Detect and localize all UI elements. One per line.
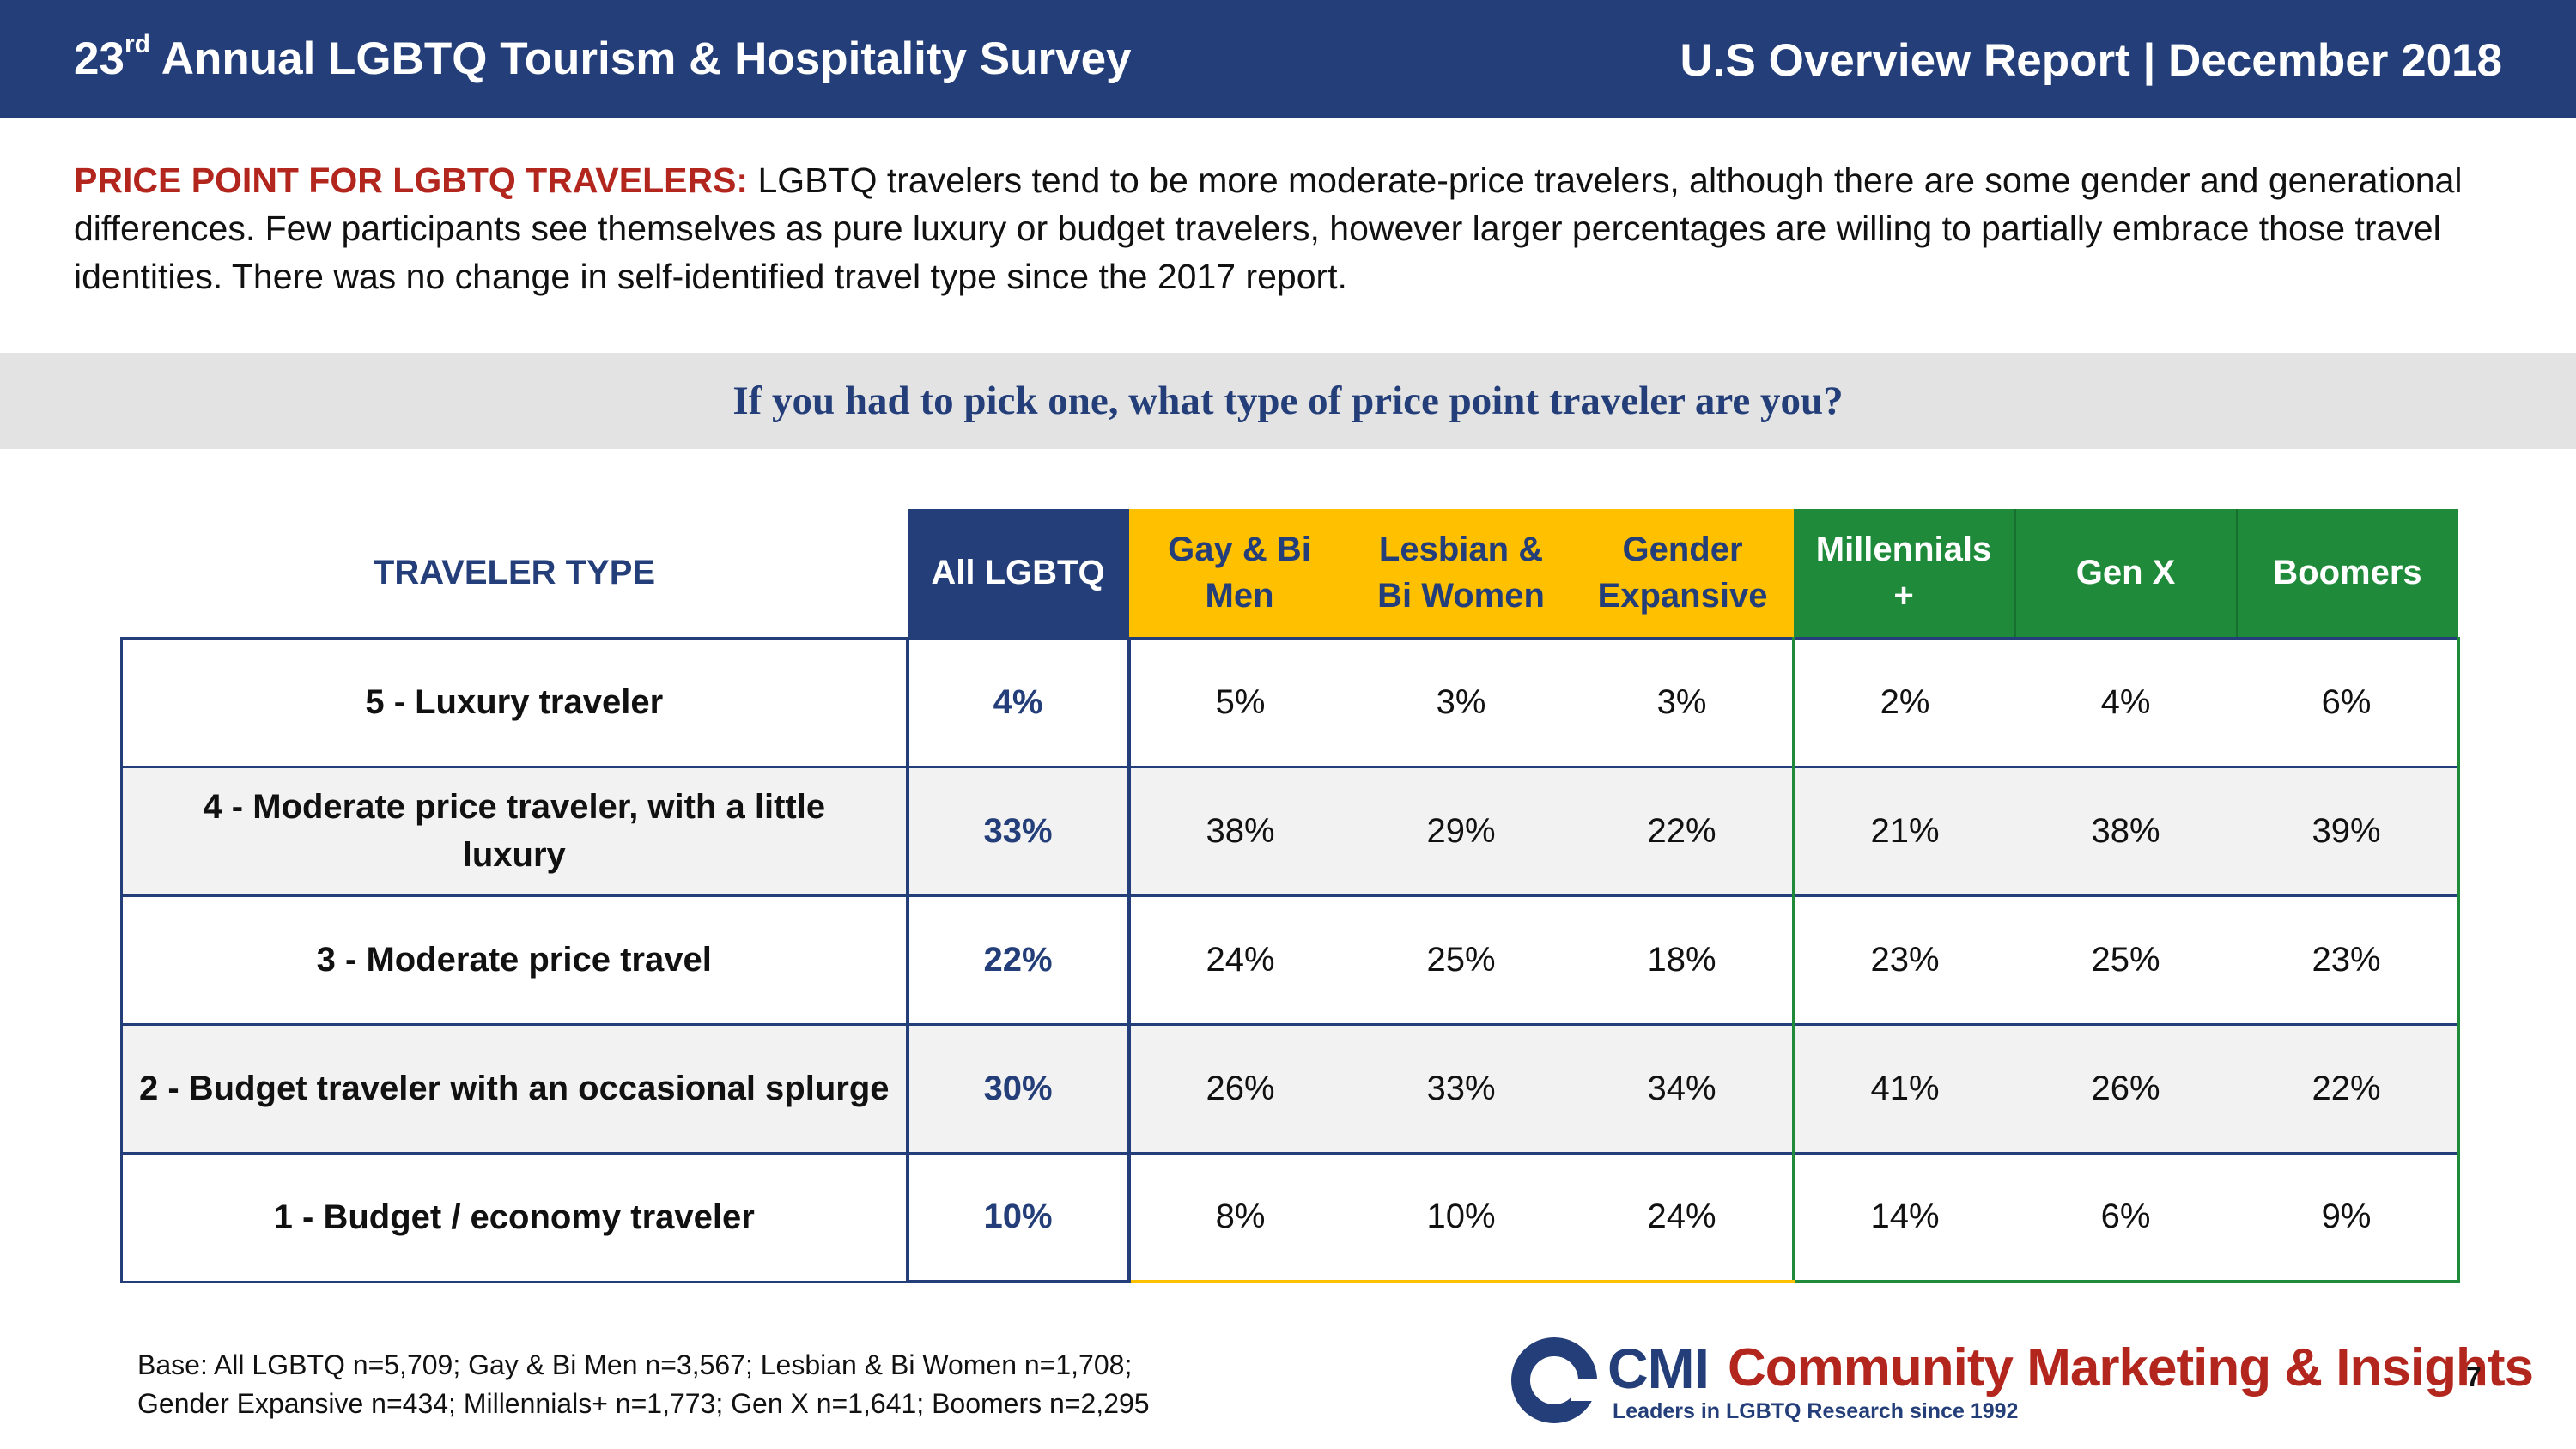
cell-boomers: 9% [2236, 1151, 2460, 1283]
cell-millennials: 23% [1791, 894, 2015, 1024]
cell-boomers: 23% [2236, 894, 2460, 1024]
header-gay-bi-men: Gay & Bi Men [1128, 509, 1351, 638]
header-line: Bi Women [1377, 577, 1545, 615]
header-all-lgbtq: All LGBTQ [907, 509, 1129, 638]
cell-all-lgbtq: 33% [905, 765, 1131, 895]
cell-gender-expansive: 22% [1571, 765, 1794, 895]
header-row: TRAVELER TYPE All LGBTQ Gay & Bi Men Lesb… [121, 509, 2458, 638]
header-line: Gender [1622, 530, 1743, 569]
results-table: TRAVELER TYPE All LGBTQ Gay & Bi Men Lesb… [120, 509, 2460, 1283]
intro-paragraph: PRICE POINT FOR LGBTQ TRAVELERS: LGBTQ t… [74, 156, 2504, 300]
cell-lesbian-bi-women: 3% [1350, 636, 1572, 767]
table-row: 1 - Budget / economy traveler 10% 8% 10%… [120, 1151, 2460, 1283]
cmi-logo: CMI Community Marketing & Insights Leade… [1511, 1336, 2534, 1430]
cmi-ring-icon [1511, 1337, 1601, 1423]
header-gen-x: Gen X [2014, 509, 2237, 638]
page-number: 7 [2466, 1361, 2482, 1392]
cell-all-lgbtq: 10% [905, 1151, 1131, 1283]
cell-gay-bi-men: 38% [1128, 765, 1351, 895]
cell-all-lgbtq: 30% [905, 1022, 1131, 1153]
header-line: Gay & Bi [1168, 530, 1311, 569]
header-line: Millennials [1815, 530, 1992, 569]
row-label: 2 - Budget traveler with an occasional s… [138, 1070, 890, 1107]
header-lesbian-bi-women: Lesbian & Bi Women [1350, 509, 1572, 638]
logo-cmi-text: CMI [1607, 1337, 1710, 1400]
cell-gen-x: 38% [2014, 765, 2237, 895]
cell-all-lgbtq: 4% [905, 636, 1131, 767]
cell-millennials: 21% [1791, 765, 2015, 895]
table-row: 2 - Budget traveler with an occasional s… [120, 1022, 2460, 1153]
row-traveler-type: 1 - Budget / economy traveler [120, 1151, 908, 1283]
row-traveler-type: 3 - Moderate price travel [120, 894, 908, 1024]
title-ordinal: rd [124, 30, 150, 59]
base-note-line: Gender Expansive n=434; Millennials+ n=1… [137, 1388, 1150, 1419]
logo-company-name: Community Marketing & Insights [1728, 1338, 2534, 1397]
cell-lesbian-bi-women: 33% [1350, 1022, 1572, 1153]
intro-lead: PRICE POINT FOR LGBTQ TRAVELERS: [74, 161, 749, 200]
intro-body: LGBTQ travelers tend to be more moderate… [74, 161, 2463, 296]
cell-gay-bi-men: 26% [1128, 1022, 1351, 1153]
header-line: Men [1205, 577, 1274, 615]
header-millennials: Millennials + [1793, 509, 2015, 638]
row-label: 1 - Budget / economy traveler [273, 1198, 755, 1236]
cell-millennials: 41% [1791, 1022, 2015, 1153]
report-label: U.S Overview Report | December 2018 [1680, 35, 2503, 86]
cell-gay-bi-men: 24% [1128, 894, 1351, 1024]
survey-title: 23rd Annual LGBTQ Tourism & Hospitality … [74, 30, 1132, 85]
title-text: Annual LGBTQ Tourism & Hospitality Surve… [149, 33, 1132, 84]
header-line: + [1893, 577, 1914, 615]
cell-gender-expansive: 34% [1571, 1022, 1794, 1153]
cell-lesbian-bi-women: 25% [1350, 894, 1572, 1024]
row-label: 4 - Moderate price traveler, with a litt… [203, 788, 826, 826]
cell-all-lgbtq: 22% [905, 894, 1131, 1024]
cell-gen-x: 4% [2014, 636, 2237, 767]
cell-boomers: 6% [2236, 636, 2460, 767]
cell-gender-expansive: 18% [1571, 894, 1794, 1024]
table-row: 5 - Luxury traveler 4% 5% 3% 3% 2% 4% 6% [120, 636, 2460, 767]
cell-boomers: 22% [2236, 1022, 2460, 1153]
cell-gay-bi-men: 5% [1128, 636, 1351, 767]
title-number: 23 [74, 33, 125, 84]
cell-millennials: 14% [1791, 1151, 2015, 1283]
cell-boomers: 39% [2236, 765, 2460, 895]
row-traveler-type: 5 - Luxury traveler [120, 636, 908, 767]
header-bar: 23rd Annual LGBTQ Tourism & Hospitality … [0, 0, 2576, 118]
row-label-line2: luxury [462, 836, 566, 874]
cell-gen-x: 25% [2014, 894, 2237, 1024]
row-label: 5 - Luxury traveler [365, 683, 664, 721]
logo-tagline: Leaders in LGBTQ Research since 1992 [1613, 1399, 2019, 1423]
header-line: Lesbian & [1378, 530, 1544, 569]
cell-gender-expansive: 24% [1571, 1151, 1794, 1283]
header-gender-expansive: Gender Expansive [1571, 509, 1794, 638]
header-traveler-type: TRAVELER TYPE [121, 509, 908, 638]
base-note: Base: All LGBTQ n=5,709; Gay & Bi Men n=… [137, 1346, 1150, 1423]
cell-gen-x: 6% [2014, 1151, 2237, 1283]
table-row: 3 - Moderate price travel 22% 24% 25% 18… [120, 894, 2460, 1024]
cell-millennials: 2% [1791, 636, 2015, 767]
cell-gay-bi-men: 8% [1128, 1151, 1351, 1283]
cell-lesbian-bi-women: 29% [1350, 765, 1572, 895]
cell-lesbian-bi-women: 10% [1350, 1151, 1572, 1283]
header-line: Expansive [1597, 577, 1768, 615]
row-traveler-type: 4 - Moderate price traveler, with a litt… [120, 765, 908, 895]
cell-gen-x: 26% [2014, 1022, 2237, 1153]
table-row: 4 - Moderate price traveler, with a litt… [120, 765, 2460, 895]
question-banner: If you had to pick one, what type of pri… [0, 353, 2576, 449]
row-label: 3 - Moderate price travel [316, 941, 712, 979]
header-boomers: Boomers [2235, 509, 2458, 638]
row-traveler-type: 2 - Budget traveler with an occasional s… [120, 1022, 908, 1153]
cell-gender-expansive: 3% [1571, 636, 1794, 767]
base-note-line: Base: All LGBTQ n=5,709; Gay & Bi Men n=… [137, 1349, 1133, 1380]
